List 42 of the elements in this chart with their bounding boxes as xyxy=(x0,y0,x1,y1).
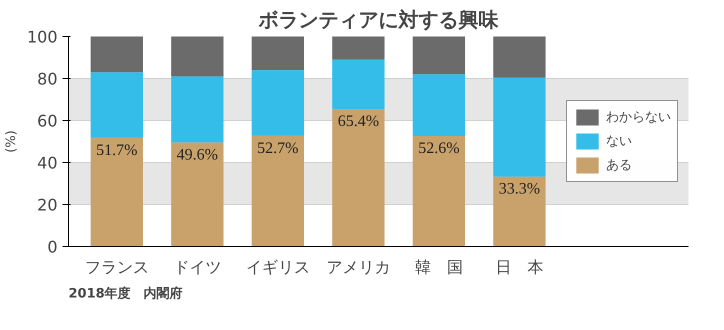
x-tick-label: 韓 国 xyxy=(414,258,463,276)
y-tick-label: 40 xyxy=(37,154,58,172)
data-label: 52.7% xyxy=(257,140,299,157)
x-tick-label: イギリス xyxy=(246,258,310,276)
data-label: 49.6% xyxy=(176,146,218,164)
x-tick-label: フランス xyxy=(84,258,149,276)
y-tick-label: 80 xyxy=(37,70,58,88)
bar xyxy=(332,36,385,60)
bar xyxy=(252,36,304,70)
bar xyxy=(412,136,466,246)
bar xyxy=(493,176,546,246)
bar xyxy=(171,76,224,142)
data-label: 65.4% xyxy=(338,113,380,130)
bar xyxy=(90,36,143,72)
bar xyxy=(412,74,466,136)
bar xyxy=(493,77,546,177)
bar xyxy=(252,70,304,136)
data-label: 33.3% xyxy=(498,180,540,198)
bar xyxy=(332,109,385,246)
bar xyxy=(90,72,143,138)
legend-label: わからない xyxy=(606,109,671,126)
data-label: 52.6% xyxy=(418,140,460,158)
y-tick-label: 60 xyxy=(37,112,58,130)
legend-label: ない xyxy=(606,133,632,150)
y-tick-label: 100 xyxy=(26,28,58,46)
data-label: 51.7% xyxy=(96,142,138,159)
chart-title: ボランティアに対する興味 xyxy=(258,8,500,32)
y-tick-label: 0 xyxy=(47,238,58,256)
y-axis-title: (%) xyxy=(4,130,19,153)
bar xyxy=(493,36,546,78)
bar xyxy=(252,136,304,246)
x-tick-label: 日 本 xyxy=(495,258,544,276)
text: 2018年度 内閣府 xyxy=(68,286,183,302)
bar xyxy=(90,138,143,246)
bar xyxy=(171,36,224,76)
bar xyxy=(332,60,385,110)
x-tick-label: アメリカ xyxy=(326,258,390,276)
y-tick-label: 20 xyxy=(37,196,58,214)
bar xyxy=(171,142,224,246)
x-tick-label: ドイツ xyxy=(173,258,222,276)
legend-label: ある xyxy=(606,157,632,174)
bar xyxy=(412,36,466,74)
